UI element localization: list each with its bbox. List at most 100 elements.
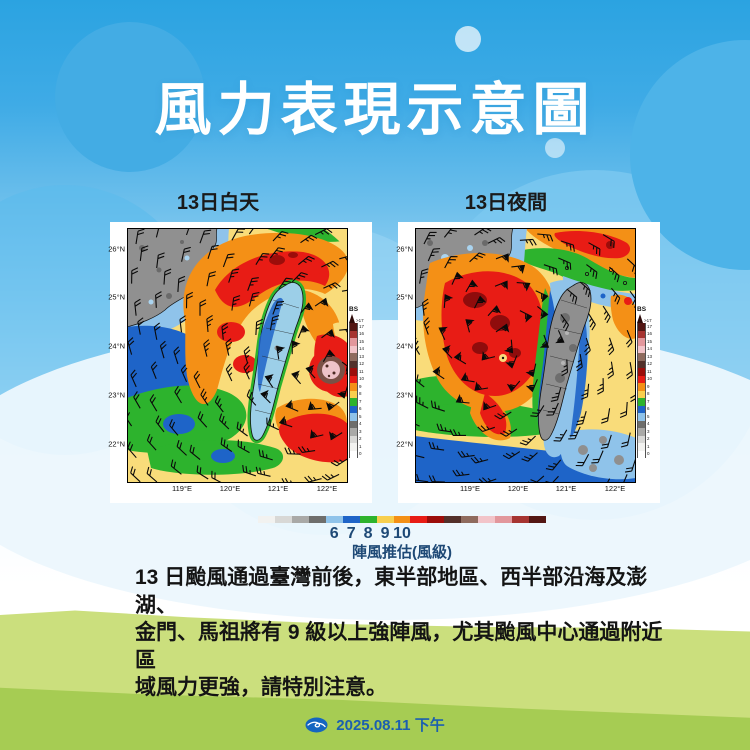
lat-tick-label: 26°N — [396, 244, 413, 254]
legend-swatch — [512, 516, 529, 523]
colorbar-swatch — [349, 338, 358, 346]
lon-tick-label: 119°E — [460, 484, 480, 493]
colorbar-tick: 7 — [647, 398, 650, 404]
colorbar-swatch — [637, 353, 646, 361]
colorbar-tick: 1 — [359, 443, 362, 449]
colorbar-tick: 0 — [359, 451, 362, 456]
legend-swatch — [291, 516, 309, 523]
legend-swatch — [359, 516, 377, 523]
legend-swatch — [529, 516, 546, 523]
map-panel-night: 26°N 25°N 24°N 23°N 22°N 119°E 120°E 121°E 122°… — [396, 222, 660, 503]
colorbar-swatch — [637, 383, 646, 391]
colorbar-swatch — [349, 443, 358, 451]
colorbar-tick: 15 — [359, 338, 365, 344]
colorbar-tick: 4 — [359, 421, 362, 426]
gust-legend: 6 7 8 9 10 陣風推估(風級) — [258, 516, 546, 561]
colorbar-swatch — [349, 428, 358, 436]
colorbar-tick: 14 — [647, 346, 653, 351]
colorbar-tick: 11 — [647, 368, 652, 374]
colorbar-swatch — [349, 450, 358, 458]
wind-map-day — [127, 228, 348, 483]
colorbar-tick: 3 — [359, 428, 362, 434]
colorbar-tick: 0 — [647, 451, 650, 456]
description-line: 金門、馬祖將有 9 級以上強陣風，尤其颱風中心通過附近區 — [135, 621, 663, 672]
colorbar-tick: 12 — [647, 361, 653, 366]
colorbar-day: BS >17 17 16 15 14 13 12 11 10 9 8 7 6 5 4 3 2 1 0 — [349, 306, 371, 458]
colorbar-swatch — [349, 390, 358, 398]
colorbar-tick: 9 — [359, 383, 362, 389]
colorbar-swatch — [637, 375, 646, 383]
lon-axis-day: 119°E 120°E 121°E 122°E — [127, 484, 348, 496]
legend-swatch — [427, 516, 445, 523]
colorbar-tick: 11 — [359, 368, 364, 374]
legend-swatch — [410, 516, 428, 523]
lat-tick-label: 22°N — [396, 439, 413, 449]
lon-tick-label: 122°E — [604, 484, 626, 493]
colorbar-tick: 17 — [647, 323, 653, 329]
legend-number: 6 — [329, 525, 339, 542]
lat-axis-night: 26°N 25°N 24°N 23°N 22°N — [396, 228, 414, 483]
lon-tick-label: 121°E — [555, 484, 577, 493]
legend-numbers: 6 7 8 9 10 — [258, 523, 546, 542]
lon-tick-label: 121°E — [267, 484, 289, 493]
lon-axis-night: 119°E 120°E 121°E 122°E — [415, 484, 636, 496]
page-title: 風力表現示意圖 — [154, 78, 596, 142]
cloud-dot — [545, 138, 565, 158]
colorbar-swatch — [349, 368, 358, 376]
panel-title-night: 13日夜間 — [464, 192, 548, 214]
colorbar-swatch — [637, 368, 646, 376]
colorbar-swatch — [637, 360, 646, 368]
colorbar-tick: 6 — [647, 406, 650, 411]
colorbar-tick: 8 — [359, 391, 362, 396]
colorbar-tick: 5 — [647, 413, 650, 419]
colorbar-tick: 13 — [359, 353, 365, 359]
description-line: 域風力更強，請特別注意。 — [135, 676, 387, 699]
legend-swatch — [308, 516, 326, 523]
lon-tick-label: 119°E — [172, 484, 192, 493]
cloud-dot — [455, 26, 481, 52]
colorbar-swatch — [637, 413, 646, 421]
lat-tick-label: 24°N — [396, 341, 413, 351]
colorbar-tick: 9 — [647, 383, 650, 389]
colorbar-tick: >17 — [644, 317, 652, 323]
colorbar-swatch — [349, 330, 358, 338]
colorbar-swatch — [349, 405, 358, 413]
legend-swatch — [325, 516, 343, 523]
lat-tick-label: 24°N — [108, 341, 125, 351]
colorbar-swatch — [637, 450, 646, 458]
colorbar-swatch — [637, 420, 646, 428]
lat-tick-label: 26°N — [108, 244, 125, 254]
colorbar-tick: 6 — [359, 406, 362, 411]
description-line: 13 日颱風通過臺灣前後，東半部地區、西半部沿海及澎湖、 — [135, 566, 648, 617]
cloud-shape — [55, 22, 205, 172]
footer-date: 2025.08.11 下午 — [336, 717, 445, 734]
legend-number: 8 — [363, 525, 373, 542]
legend-swatch — [376, 516, 394, 523]
colorbar-tick: 14 — [359, 346, 365, 351]
legend-swatch — [342, 516, 360, 523]
colorbar-swatch — [349, 420, 358, 428]
colorbar-tick: 10 — [359, 376, 365, 381]
legend-swatch — [461, 516, 479, 523]
legend-swatch — [393, 516, 411, 523]
colorbar-tick: 12 — [359, 361, 365, 366]
colorbar-tick: >17 — [356, 317, 364, 323]
plot-wrap-night: 26°N 25°N 24°N 23°N 22°N 119°E 120°E 121°E 122°… — [396, 222, 660, 503]
colorbar-swatch — [349, 435, 358, 443]
legend-color-strip — [258, 516, 546, 523]
legend-number: 7 — [346, 525, 356, 542]
colorbar-swatch — [637, 443, 646, 451]
colorbar-swatch — [637, 435, 646, 443]
lon-tick-label: 122°E — [316, 484, 338, 493]
colorbar-swatch — [637, 390, 646, 398]
colorbar-swatch — [349, 360, 358, 368]
colorbar-tick: 10 — [647, 376, 653, 381]
colorbar-tick: 16 — [647, 331, 653, 336]
legend-number: 10 — [393, 525, 411, 542]
lon-tick-label: 120°E — [219, 484, 241, 493]
colorbar-tick: 16 — [359, 331, 365, 336]
colorbar-tick: 8 — [647, 391, 650, 396]
colorbar-swatch — [637, 398, 646, 406]
colorbar-tick: 7 — [359, 398, 362, 404]
